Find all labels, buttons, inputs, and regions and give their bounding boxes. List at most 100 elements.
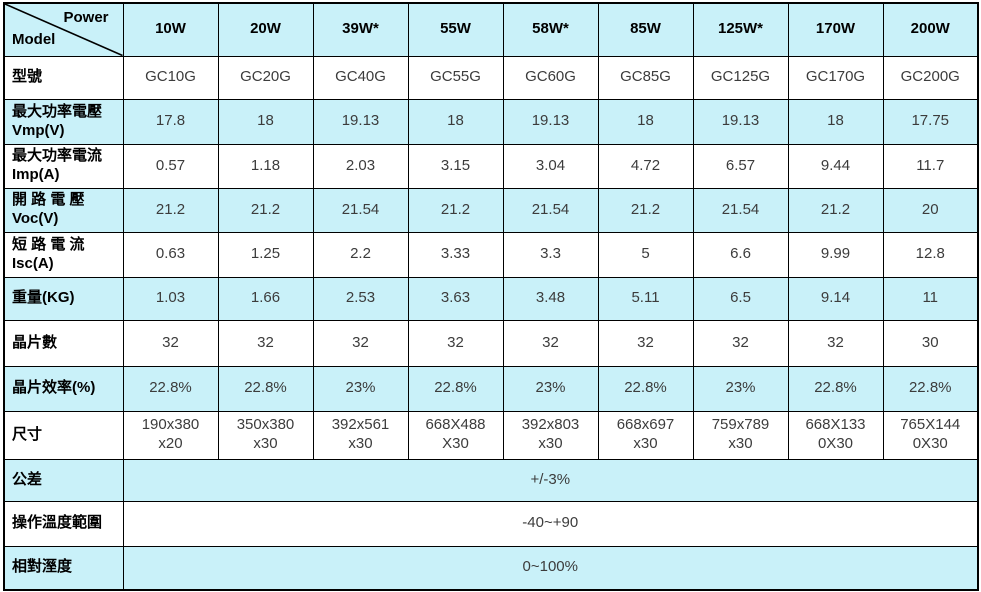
spec-value-cell: 32	[407, 319, 504, 367]
spec-value-cell: 9.99	[787, 231, 884, 278]
spec-value-cell: 9.44	[787, 143, 884, 189]
spec-value-cell: 22.8%	[407, 365, 504, 412]
power-header-cell-4: 58W*	[502, 2, 599, 57]
spec-value-cell: 4.72	[597, 143, 694, 189]
spec-value-cell: 6.5	[692, 276, 789, 321]
spec-value-cell: 17.75	[882, 98, 979, 145]
spec-value-cell: 11	[882, 276, 979, 321]
row-label: 最大功率電流 Imp(A)	[3, 143, 124, 189]
row-label: 短 路 電 流 Isc(A)	[3, 231, 124, 278]
spec-value-cell: 22.8%	[217, 365, 314, 412]
spec-value-cell: 32	[502, 319, 599, 367]
spec-value-cell: 3.04	[502, 143, 599, 189]
spec-value-cell: 18	[407, 98, 504, 145]
spec-value-cell: GC55G	[407, 55, 504, 100]
row-label: 公差	[3, 458, 124, 502]
spec-value-cell: 18	[597, 98, 694, 145]
spec-value-cell: 0.57	[122, 143, 219, 189]
spec-value-cell: 21.2	[597, 187, 694, 233]
spec-value-cell: 0.63	[122, 231, 219, 278]
row-label: 操作溫度範圍	[3, 500, 124, 547]
spec-value-cell: GC10G	[122, 55, 219, 100]
power-header-cell-7: 170W	[787, 2, 884, 57]
row-label: 型號	[3, 55, 124, 100]
spec-value-cell: 5	[597, 231, 694, 278]
spec-value-cell: 18	[217, 98, 314, 145]
row-label: 重量(KG)	[3, 276, 124, 321]
spec-row: 晶片效率(%) 22.8% 22.8% 23% 22.8% 23% 22.8% 23% 22.8…	[3, 365, 979, 412]
spec-value-cell: 2.03	[312, 143, 409, 189]
spec-value-cell: 765X144 0X30	[882, 410, 979, 460]
power-header-cell-1: 20W	[217, 2, 314, 57]
spec-value-cell: 19.13	[692, 98, 789, 145]
spec-value-cell: 21.54	[312, 187, 409, 233]
merged-value-cell: 0~100%	[122, 545, 979, 591]
spec-value-cell: 19.13	[502, 98, 599, 145]
corner-power-label: Power	[63, 9, 109, 26]
row-label: 晶片數	[3, 319, 124, 367]
spec-value-cell: 22.8%	[787, 365, 884, 412]
spec-value-cell: 9.14	[787, 276, 884, 321]
spec-value-cell: 6.57	[692, 143, 789, 189]
spec-value-cell: 668X488 X30	[407, 410, 504, 460]
spec-value-cell: GC85G	[597, 55, 694, 100]
power-header-cell-3: 55W	[407, 2, 504, 57]
diagonal-line-icon	[5, 4, 123, 56]
spec-value-cell: 6.6	[692, 231, 789, 278]
spec-value-cell: 12.8	[882, 231, 979, 278]
merged-row: 相對溼度 0~100%	[3, 545, 979, 591]
spec-row: 尺寸 190x380 x20 350x380 x30 392x561 x30 668X4…	[3, 410, 979, 460]
spec-value-cell: 21.2	[122, 187, 219, 233]
power-model-corner-cell: Power Model	[3, 2, 124, 57]
corner-diagonal-wrap: Power Model	[5, 4, 123, 56]
spec-value-cell: 20	[882, 187, 979, 233]
spec-value-cell: 30	[882, 319, 979, 367]
spec-value-cell: 23%	[692, 365, 789, 412]
spec-value-cell: 19.13	[312, 98, 409, 145]
spec-value-cell: 1.66	[217, 276, 314, 321]
row-label: 開 路 電 壓 Voc(V)	[3, 187, 124, 233]
spec-row: 晶片數 32 32 32 32 32 32 32 32 30	[3, 319, 979, 367]
spec-value-cell: 21.2	[407, 187, 504, 233]
spec-row: 重量(KG) 1.03 1.66 2.53 3.63 3.48 5.11 6.5 9.14 11	[3, 276, 979, 321]
power-header-cell-0: 10W	[122, 2, 219, 57]
row-label: 晶片效率(%)	[3, 365, 124, 412]
spec-value-cell: 190x380 x20	[122, 410, 219, 460]
solar-panel-spec-table: Power Model 10W 20W 39W* 55W 58W* 85W 125W* 170W 2…	[3, 2, 979, 591]
spec-value-cell: 22.8%	[597, 365, 694, 412]
spec-value-cell: 11.7	[882, 143, 979, 189]
spec-value-cell: 668x697 x30	[597, 410, 694, 460]
merged-row: 公差 +/-3%	[3, 458, 979, 502]
corner-model-label: Model	[12, 30, 56, 48]
row-label: 最大功率電壓 Vmp(V)	[3, 98, 124, 145]
spec-row: 開 路 電 壓 Voc(V) 21.2 21.2 21.54 21.2 21.54 21.2…	[3, 187, 979, 233]
spec-value-cell: 32	[692, 319, 789, 367]
spec-row: 短 路 電 流 Isc(A) 0.63 1.25 2.2 3.33 3.3 5 6.6 9.99…	[3, 231, 979, 278]
spec-row: 最大功率電壓 Vmp(V) 17.8 18 19.13 18 19.13 18 19.13 18…	[3, 98, 979, 145]
spec-value-cell: 1.18	[217, 143, 314, 189]
spec-value-cell: 759x789 x30	[692, 410, 789, 460]
spec-value-cell: GC40G	[312, 55, 409, 100]
spec-value-cell: 2.2	[312, 231, 409, 278]
spec-value-cell: 2.53	[312, 276, 409, 321]
spec-value-cell: GC200G	[882, 55, 979, 100]
spec-value-cell: 3.15	[407, 143, 504, 189]
spec-value-cell: 23%	[502, 365, 599, 412]
row-label: 尺寸	[3, 410, 124, 460]
spec-value-cell: 392x803 x30	[502, 410, 599, 460]
spec-value-cell: 1.25	[217, 231, 314, 278]
power-header-cell-5: 85W	[597, 2, 694, 57]
spec-value-cell: 3.3	[502, 231, 599, 278]
spec-row: 型號 GC10G GC20G GC40G GC55G GC60G GC85G GC125G GC…	[3, 55, 979, 100]
power-header-cell-8: 200W	[882, 2, 979, 57]
spec-value-cell: 3.63	[407, 276, 504, 321]
spec-value-cell: 32	[787, 319, 884, 367]
spec-value-cell: 32	[122, 319, 219, 367]
merged-value-cell: +/-3%	[122, 458, 979, 502]
spec-row: 最大功率電流 Imp(A) 0.57 1.18 2.03 3.15 3.04 4.72 6.5…	[3, 143, 979, 189]
spec-value-cell: 350x380 x30	[217, 410, 314, 460]
spec-value-cell: 668X133 0X30	[787, 410, 884, 460]
spec-value-cell: GC125G	[692, 55, 789, 100]
spec-value-cell: 392x561 x30	[312, 410, 409, 460]
spec-value-cell: 17.8	[122, 98, 219, 145]
